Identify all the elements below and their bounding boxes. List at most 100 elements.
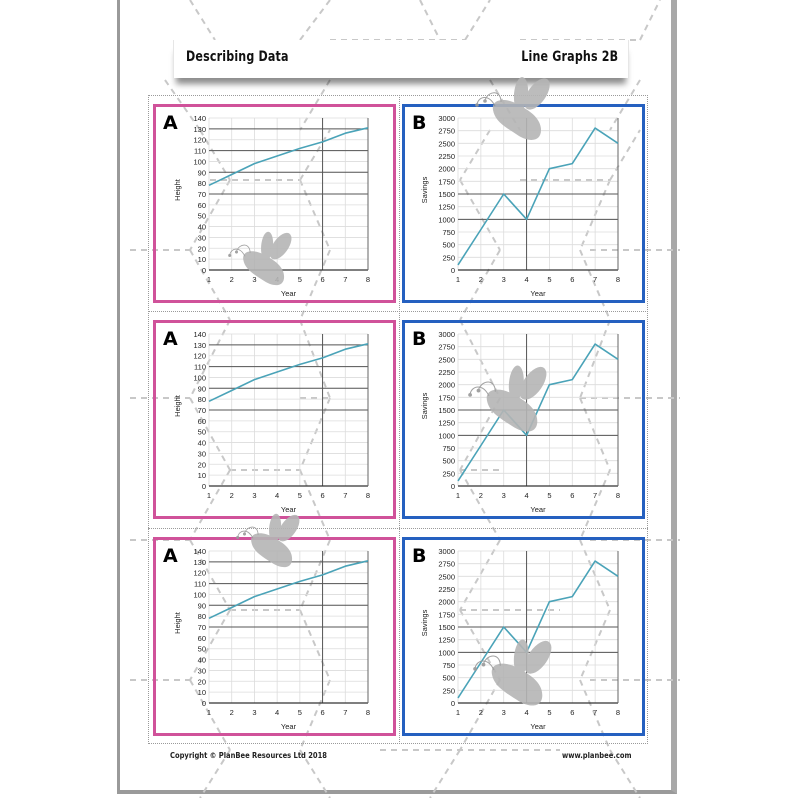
y-tick-label: 90 — [198, 384, 206, 393]
y-tick-label: 30 — [198, 666, 206, 675]
y-tick-label: 500 — [442, 674, 455, 683]
y-tick-label: 0 — [202, 699, 206, 708]
y-axis-label: Height — [173, 611, 182, 634]
data-line — [208, 127, 369, 187]
x-axis-label: Year — [281, 722, 297, 731]
x-tick-label: 2 — [479, 491, 483, 500]
x-tick-label: 7 — [343, 708, 347, 717]
x-tick-label: 3 — [252, 491, 256, 500]
worksheet-topic: Describing Data — [186, 49, 289, 65]
y-tick-label: 750 — [442, 661, 455, 670]
y-tick-label: 1000 — [438, 431, 455, 440]
x-axis-label: Year — [530, 289, 546, 298]
data-line — [457, 560, 619, 699]
x-tick-label: 6 — [320, 708, 324, 717]
x-tick-label: 5 — [547, 275, 551, 284]
y-tick-label: 100 — [193, 157, 206, 166]
y-tick-label: 10 — [198, 471, 206, 480]
x-tick-label: 5 — [298, 708, 302, 717]
y-tick-label: 1250 — [438, 203, 455, 212]
bee-icon — [228, 231, 292, 286]
y-tick-label: 80 — [198, 612, 206, 621]
y-axis-label: Savings — [420, 176, 429, 203]
y-tick-label: 1750 — [438, 393, 455, 402]
y-tick-label: 110 — [194, 363, 206, 372]
y-tick-label: 70 — [198, 623, 206, 632]
y-tick-label: 140 — [193, 330, 206, 339]
y-tick-label: 20 — [198, 460, 206, 469]
y-tick-label: 2500 — [438, 572, 455, 581]
y-tick-label: 60 — [198, 634, 206, 643]
x-tick-label: 4 — [275, 491, 279, 500]
y-tick-label: 100 — [193, 590, 206, 599]
y-tick-label: 90 — [198, 168, 206, 177]
x-tick-label: 5 — [298, 491, 302, 500]
y-tick-label: 250 — [442, 469, 455, 478]
y-tick-label: 70 — [198, 406, 206, 415]
data-line — [457, 343, 619, 482]
x-axis-label: Year — [281, 289, 297, 298]
website-link[interactable]: www.planbee.com — [562, 751, 632, 760]
y-axis-label: Savings — [420, 609, 429, 636]
x-tick-label: 1 — [207, 491, 211, 500]
line-graph-b: 0250500750100012501500175020002250250027… — [420, 114, 620, 298]
y-tick-label: 3000 — [438, 114, 455, 123]
x-tick-label: 2 — [479, 708, 483, 717]
copyright-notice: Copyright © PlanBee Resources Ltd 2018 — [170, 751, 328, 760]
y-tick-label: 50 — [198, 212, 206, 221]
worksheet-title: Line Graphs 2B — [520, 49, 618, 65]
x-tick-label: 1 — [456, 275, 460, 284]
bee-icon — [473, 639, 552, 706]
y-tick-label: 130 — [193, 558, 206, 567]
y-tick-label: 2250 — [438, 152, 455, 161]
card-letter: B — [412, 112, 427, 134]
x-tick-label: 7 — [343, 491, 347, 500]
y-tick-label: 3000 — [438, 547, 455, 556]
x-tick-label: 4 — [524, 275, 528, 284]
x-tick-label: 6 — [570, 491, 574, 500]
y-tick-label: 2000 — [438, 598, 455, 607]
y-tick-label: 1500 — [438, 406, 455, 415]
y-tick-label: 1500 — [438, 190, 455, 199]
x-tick-label: 3 — [252, 275, 256, 284]
y-tick-label: 1000 — [438, 648, 455, 657]
line-graph-b: 0250500750100012501500175020002250250027… — [420, 330, 620, 514]
x-tick-label: 7 — [593, 275, 597, 284]
x-tick-label: 1 — [207, 708, 211, 717]
card-letter: A — [163, 328, 178, 350]
y-tick-label: 60 — [198, 201, 206, 210]
cut-line-vertical — [399, 95, 400, 744]
x-tick-label: 3 — [502, 708, 506, 717]
y-tick-label: 2000 — [438, 381, 455, 390]
y-tick-label: 0 — [451, 266, 455, 275]
y-tick-label: 20 — [198, 244, 206, 253]
card-letter: A — [163, 545, 178, 567]
y-tick-label: 10 — [198, 688, 206, 697]
y-tick-label: 40 — [198, 223, 206, 232]
y-tick-label: 1250 — [438, 419, 455, 428]
x-tick-label: 6 — [570, 708, 574, 717]
y-tick-label: 3000 — [438, 330, 455, 339]
x-axis-label: Year — [530, 722, 546, 731]
x-tick-label: 5 — [298, 275, 302, 284]
card-letter: B — [412, 545, 427, 567]
x-tick-label: 2 — [230, 275, 234, 284]
cut-line-horizontal — [148, 528, 648, 529]
y-tick-label: 750 — [442, 444, 455, 453]
x-tick-label: 1 — [456, 491, 460, 500]
y-tick-label: 2750 — [438, 127, 455, 136]
x-tick-label: 6 — [570, 275, 574, 284]
y-tick-label: 120 — [193, 569, 206, 578]
y-tick-label: 80 — [198, 179, 206, 188]
y-tick-label: 40 — [198, 439, 206, 448]
y-tick-label: 500 — [442, 241, 455, 250]
x-tick-label: 1 — [456, 708, 460, 717]
y-tick-label: 40 — [198, 656, 206, 665]
y-tick-label: 110 — [194, 580, 206, 589]
x-tick-label: 2 — [230, 708, 234, 717]
bee-icon — [236, 513, 300, 568]
y-tick-label: 750 — [442, 228, 455, 237]
y-tick-label: 50 — [198, 428, 206, 437]
